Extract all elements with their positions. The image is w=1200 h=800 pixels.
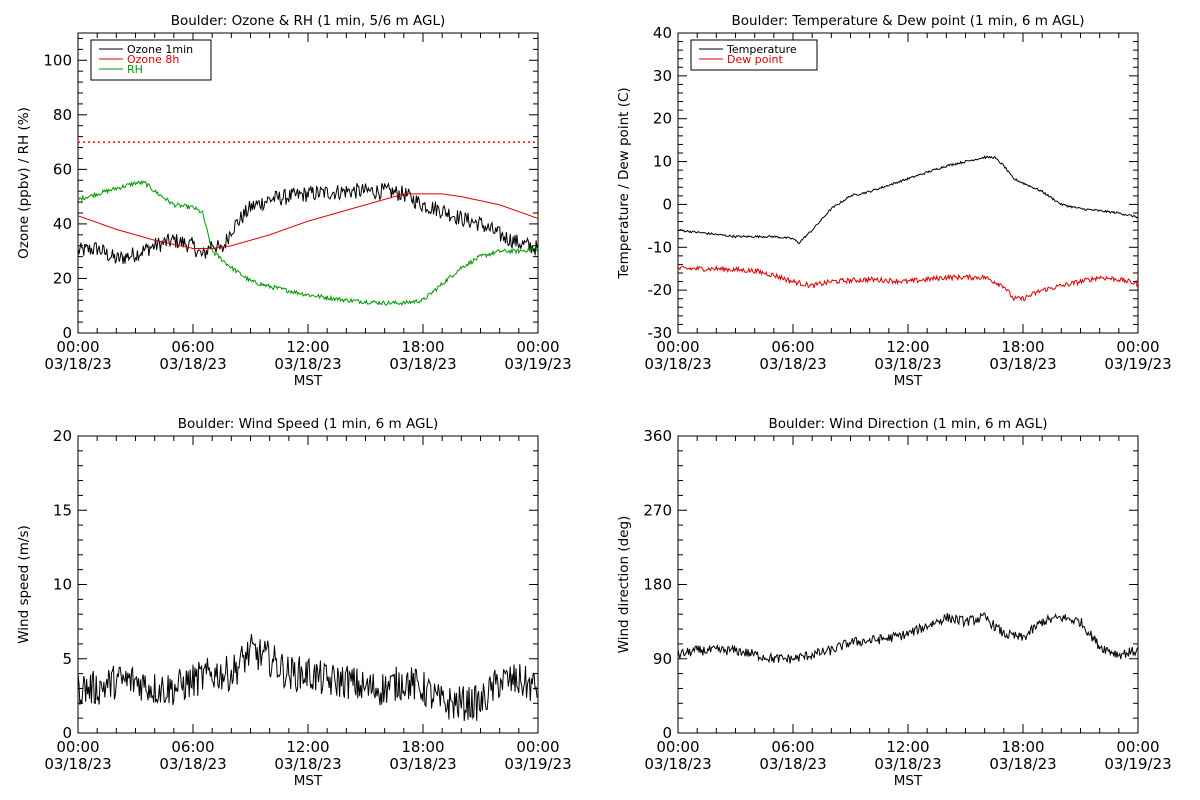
x-tick-label: 12:00 <box>286 338 329 356</box>
plot-frame <box>677 32 1139 334</box>
legend-box <box>690 39 818 71</box>
y-axis-label: Ozone (ppbv) / RH (%) <box>16 107 32 259</box>
x-tick-label: 03/18/23 <box>159 355 226 373</box>
series-line-temperature <box>677 155 1139 245</box>
series-line-ozone-8h <box>77 193 539 249</box>
chart-title: Boulder: Temperature & Dew point (1 min,… <box>732 13 1085 29</box>
legend-label: Temperature <box>726 43 797 56</box>
y-axis-label: Wind direction (deg) <box>616 516 632 654</box>
legend-box <box>90 39 212 81</box>
y-tick-label: 270 <box>643 501 672 519</box>
y-tick-label: 5 <box>62 650 72 668</box>
x-tick-label: 03/18/23 <box>989 755 1056 773</box>
y-tick-label: 10 <box>53 576 72 594</box>
x-tick-label: 00:00 <box>656 338 699 356</box>
panel-temp_dew: Boulder: Temperature & Dew point (1 min,… <box>616 13 1172 389</box>
x-tick-label: 03/18/23 <box>989 355 1056 373</box>
y-tick-label: -30 <box>648 324 673 342</box>
panel-wind_dir: Boulder: Wind Direction (1 min, 6 m AGL)… <box>616 416 1172 789</box>
y-tick-label: 20 <box>53 269 72 287</box>
x-tick-label: 00:00 <box>516 338 559 356</box>
x-tick-label: 03/18/23 <box>159 755 226 773</box>
x-tick-label: 18:00 <box>401 738 444 756</box>
x-tick-label: 03/18/23 <box>389 755 456 773</box>
chart-title: Boulder: Wind Speed (1 min, 6 m AGL) <box>178 416 438 432</box>
x-tick-label: 03/18/23 <box>44 755 111 773</box>
x-tick-label: 18:00 <box>401 338 444 356</box>
y-tick-label: 60 <box>53 160 72 178</box>
x-tick-label: 03/18/23 <box>644 755 711 773</box>
x-tick-label: 00:00 <box>1116 738 1159 756</box>
series-line-wind-direction <box>677 612 1139 664</box>
y-tick-label: 360 <box>643 427 672 445</box>
y-tick-label: -10 <box>648 238 673 256</box>
panel-ozone_rh: Boulder: Ozone & RH (1 min, 5/6 m AGL) 0 2… <box>16 13 572 389</box>
x-tick-label: 03/19/23 <box>1104 355 1171 373</box>
x-tick-label: 03/18/23 <box>44 355 111 373</box>
x-tick-label: 06:00 <box>771 338 814 356</box>
y-tick-label: -20 <box>648 281 673 299</box>
y-tick-label: 80 <box>53 106 72 124</box>
x-tick-label: 03/18/23 <box>874 355 941 373</box>
y-tick-label: 0 <box>662 195 672 213</box>
x-tick-label: 06:00 <box>171 338 214 356</box>
y-tick-label: 0 <box>62 324 72 342</box>
y-tick-label: 180 <box>643 576 672 594</box>
x-tick-label: 00:00 <box>1116 338 1159 356</box>
y-tick-label: 10 <box>653 153 672 171</box>
x-tick-label: 12:00 <box>286 738 329 756</box>
x-tick-label: 00:00 <box>656 738 699 756</box>
x-tick-label: 18:00 <box>1001 738 1044 756</box>
plot-frame <box>677 435 1139 734</box>
legend-label: Ozone 8h <box>127 53 179 66</box>
x-tick-label: 12:00 <box>886 338 929 356</box>
chart-title: Boulder: Ozone & RH (1 min, 5/6 m AGL) <box>171 13 446 29</box>
x-tick-label: 03/18/23 <box>874 755 941 773</box>
y-tick-label: 0 <box>662 724 672 742</box>
series-line-wind-speed <box>77 634 538 722</box>
x-tick-label: 06:00 <box>171 738 214 756</box>
x-tick-label: 00:00 <box>56 338 99 356</box>
chart-title: Boulder: Wind Direction (1 min, 6 m AGL) <box>768 416 1047 432</box>
y-tick-label: 0 <box>62 724 72 742</box>
x-tick-label: 03/18/23 <box>274 355 341 373</box>
y-tick-label: 90 <box>653 650 672 668</box>
y-tick-label: 30 <box>653 67 672 85</box>
y-tick-label: 15 <box>53 501 72 519</box>
panel-wind_speed: Boulder: Wind Speed (1 min, 6 m AGL) 0 5 10… <box>16 416 572 789</box>
x-tick-label: 00:00 <box>56 738 99 756</box>
x-axis-label: MST <box>894 773 923 789</box>
legend-label: Dew point <box>727 53 783 66</box>
x-tick-label: 03/18/23 <box>644 355 711 373</box>
y-tick-label: 40 <box>53 215 72 233</box>
x-axis-label: MST <box>294 773 323 789</box>
y-axis-label: Temperature / Dew point (C) <box>616 87 632 279</box>
legend-label: Ozone 1min <box>127 43 193 56</box>
x-tick-label: 03/19/23 <box>1104 755 1171 773</box>
y-tick-label: 20 <box>53 427 72 445</box>
x-tick-label: 03/19/23 <box>504 755 571 773</box>
series-line-dew-point <box>677 264 1139 302</box>
x-axis-label: MST <box>294 373 323 389</box>
x-tick-label: 03/18/23 <box>759 355 826 373</box>
y-tick-label: 100 <box>43 51 72 69</box>
x-tick-label: 06:00 <box>771 738 814 756</box>
y-axis-label: Wind speed (m/s) <box>16 525 32 644</box>
x-tick-label: 03/18/23 <box>274 755 341 773</box>
x-tick-label: 18:00 <box>1001 338 1044 356</box>
x-tick-label: 12:00 <box>886 738 929 756</box>
series-line-rh <box>77 179 539 307</box>
series-line-ozone-1min <box>77 182 539 264</box>
y-tick-label: 40 <box>653 24 672 42</box>
legend-label: RH <box>127 63 143 76</box>
x-tick-label: 03/18/23 <box>389 355 456 373</box>
x-tick-label: 03/19/23 <box>504 355 571 373</box>
x-axis-label: MST <box>894 373 923 389</box>
y-tick-label: 20 <box>653 110 672 128</box>
x-tick-label: 03/18/23 <box>759 755 826 773</box>
x-tick-label: 00:00 <box>516 738 559 756</box>
